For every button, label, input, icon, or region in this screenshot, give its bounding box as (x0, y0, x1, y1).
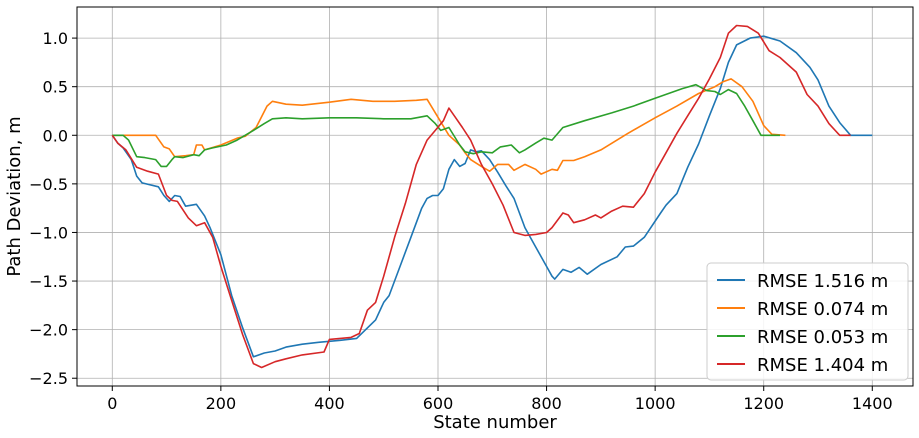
y-tick-label: 0.0 (43, 126, 68, 145)
series-line-2 (112, 78, 786, 175)
series-line-3 (112, 83, 780, 168)
y-tick-label: −2.0 (29, 321, 68, 340)
x-tick-label: 1200 (743, 394, 784, 413)
y-tick-label: −1.5 (29, 272, 68, 291)
x-tick-label: 400 (314, 394, 345, 413)
x-tick-label: 200 (206, 394, 237, 413)
legend-label-1: RMSE 1.516 m (757, 271, 888, 292)
series-lines (111, 24, 873, 369)
y-tick-label: −1.0 (29, 223, 68, 242)
y-tick-label: −2.5 (29, 369, 68, 388)
x-tick-label: 600 (423, 394, 454, 413)
y-tick-label: 0.5 (43, 78, 68, 97)
y-axis-ticks: 1.0 0.5 0.0 −0.5 −1.0 −1.5 −2.0 −2.5 (29, 29, 77, 388)
x-axis-title: State number (433, 412, 557, 433)
legend-label-2: RMSE 0.074 m (757, 299, 888, 320)
x-tick-label: 800 (531, 394, 562, 413)
x-axis-ticks: 0 200 400 600 800 1000 1200 1400 (107, 386, 893, 413)
legend: RMSE 1.516 m RMSE 0.074 m RMSE 0.053 m RMSE… (706, 262, 909, 381)
plot-area-frame (76, 6, 914, 387)
legend-box (706, 262, 909, 381)
legend-label-3: RMSE 0.053 m (757, 327, 888, 348)
x-tick-label: 1000 (635, 394, 676, 413)
y-axis-title: Path Deviation, m (4, 116, 25, 276)
x-tick-label: 1400 (852, 394, 893, 413)
legend-label-4: RMSE 1.404 m (757, 355, 888, 376)
y-tick-label: 1.0 (43, 29, 68, 48)
y-tick-label: −0.5 (29, 175, 68, 194)
x-tick-label: 0 (107, 394, 117, 413)
series-line-4 (111, 24, 851, 369)
